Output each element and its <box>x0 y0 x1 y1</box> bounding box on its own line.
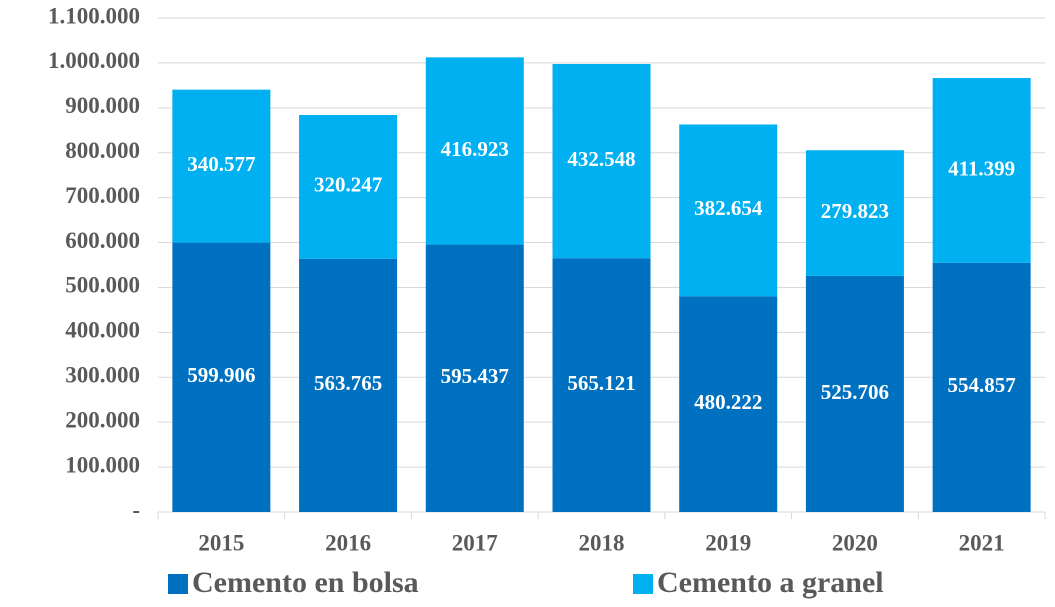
legend-label: Cemento en bolsa <box>192 566 419 599</box>
y-tick-label: 500.000 <box>65 273 140 298</box>
bar-segment <box>679 124 778 297</box>
bar-segment <box>425 57 524 245</box>
legend-swatch <box>168 574 188 594</box>
bar-segment <box>425 244 524 512</box>
bar-segment <box>805 275 904 512</box>
x-tick-label: 2016 <box>325 530 371 555</box>
data-label: 340.577 <box>187 152 255 176</box>
data-label: 480.222 <box>694 390 762 414</box>
data-label: 279.823 <box>821 199 889 223</box>
y-tick-label: - <box>132 497 140 522</box>
bar-segment <box>805 150 904 276</box>
data-label: 320.247 <box>314 173 382 197</box>
x-tick-label: 2015 <box>198 530 244 555</box>
y-tick-label: 100.000 <box>65 452 140 477</box>
bar-segment <box>932 262 1031 512</box>
bar-segment <box>552 258 651 512</box>
y-tick-label: 1.000.000 <box>48 48 140 73</box>
data-label: 411.399 <box>948 156 1015 180</box>
y-tick-label: 700.000 <box>65 183 140 208</box>
data-label: 554.857 <box>948 373 1016 397</box>
data-label: 382.654 <box>694 196 763 220</box>
x-tick-label: 2021 <box>959 530 1005 555</box>
x-tick-label: 2017 <box>452 530 498 555</box>
y-tick-label: 200.000 <box>65 407 140 432</box>
y-tick-label: 1.100.000 <box>48 3 140 28</box>
x-tick-label: 2018 <box>579 530 625 555</box>
bar-segment <box>932 78 1031 263</box>
bar-segment <box>299 114 398 259</box>
legend-label: Cemento a granel <box>657 566 884 599</box>
data-label: 416.923 <box>441 137 509 161</box>
data-label: 565.121 <box>567 371 635 395</box>
x-tick-label: 2019 <box>705 530 751 555</box>
bar-segment <box>172 89 271 243</box>
bar-segment <box>552 63 651 259</box>
bar-segment <box>679 296 778 512</box>
y-tick-label: 300.000 <box>65 363 140 388</box>
x-tick-label: 2020 <box>832 530 878 555</box>
y-tick-label: 900.000 <box>65 93 140 118</box>
legend-swatch <box>633 574 653 594</box>
y-tick-label: 400.000 <box>65 318 140 343</box>
y-tick-label: 800.000 <box>65 138 140 163</box>
bar-segment <box>299 258 398 512</box>
data-label: 595.437 <box>441 364 509 388</box>
data-label: 525.706 <box>821 380 889 404</box>
data-label: 599.906 <box>187 363 255 387</box>
data-label: 432.548 <box>567 147 635 171</box>
y-tick-label: 600.000 <box>65 228 140 253</box>
bar-segment <box>172 242 271 513</box>
data-label: 563.765 <box>314 371 382 395</box>
